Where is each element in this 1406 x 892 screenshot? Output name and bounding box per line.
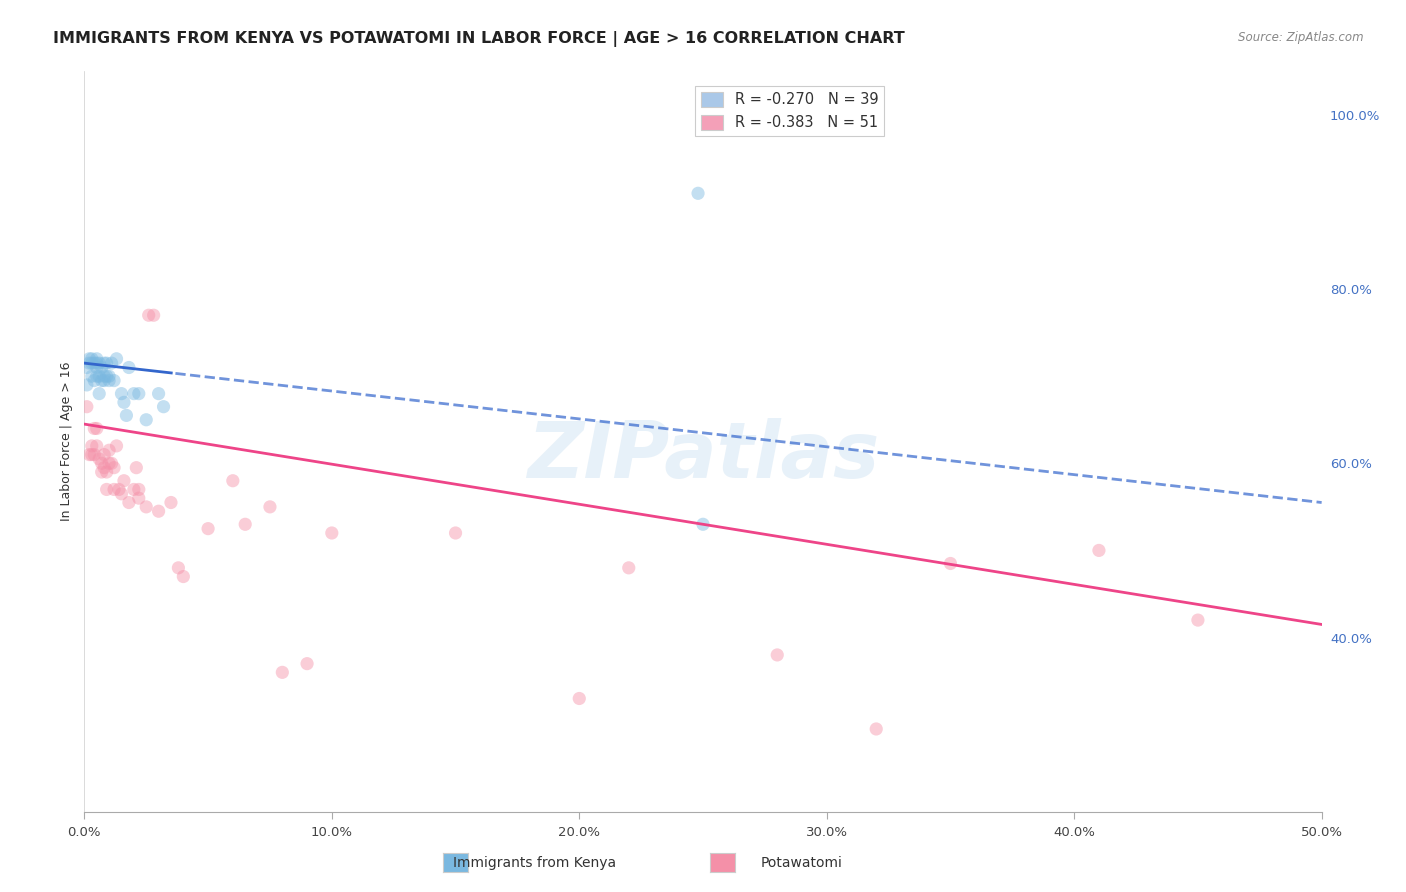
Point — [83, 421, 105, 435]
Point — [128, 386, 150, 401]
Point — [135, 413, 157, 427]
Point — [692, 517, 714, 532]
Point — [148, 386, 170, 401]
Point — [148, 504, 170, 518]
Point — [103, 374, 125, 388]
Point — [115, 409, 138, 423]
Point — [617, 561, 640, 575]
Point — [93, 448, 115, 462]
Point — [112, 474, 135, 488]
Point — [79, 448, 101, 462]
Point — [76, 360, 98, 375]
Point — [939, 557, 962, 571]
Point — [172, 569, 194, 583]
Point — [93, 356, 115, 370]
Point — [80, 439, 103, 453]
Point — [86, 421, 108, 435]
Point — [152, 400, 174, 414]
Point — [295, 657, 318, 671]
Text: Immigrants from Kenya: Immigrants from Kenya — [453, 856, 616, 871]
Point — [128, 483, 150, 497]
Point — [90, 360, 112, 375]
Point — [83, 448, 105, 462]
Point — [110, 386, 132, 401]
Point — [110, 487, 132, 501]
Point — [103, 483, 125, 497]
Point — [118, 495, 141, 509]
Point — [160, 495, 183, 509]
Point — [76, 400, 98, 414]
Point — [80, 448, 103, 462]
Point — [197, 522, 219, 536]
Point — [125, 460, 148, 475]
Point — [100, 356, 122, 370]
Point — [93, 374, 115, 388]
Point — [86, 356, 108, 370]
Point — [128, 491, 150, 505]
Point — [1088, 543, 1111, 558]
Point — [83, 356, 105, 370]
Text: Potawatomi: Potawatomi — [761, 856, 842, 871]
Point — [96, 356, 118, 370]
Legend: R = -0.270   N = 39, R = -0.383   N = 51: R = -0.270 N = 39, R = -0.383 N = 51 — [695, 86, 884, 136]
Text: ZIPatlas: ZIPatlas — [527, 418, 879, 494]
Point — [222, 474, 245, 488]
Point — [167, 561, 190, 575]
Text: Source: ZipAtlas.com: Source: ZipAtlas.com — [1239, 31, 1364, 45]
Point — [271, 665, 294, 680]
Point — [1187, 613, 1209, 627]
Point — [80, 369, 103, 384]
Point — [138, 308, 160, 322]
Point — [86, 439, 108, 453]
Point — [89, 356, 111, 370]
Point — [233, 517, 256, 532]
Point — [103, 460, 125, 475]
Point — [100, 456, 122, 470]
Point — [865, 722, 887, 736]
Point — [118, 360, 141, 375]
Point — [83, 374, 105, 388]
Point — [80, 351, 103, 366]
Point — [79, 351, 101, 366]
Point — [686, 186, 709, 201]
Point — [135, 500, 157, 514]
Point — [98, 443, 121, 458]
Point — [108, 483, 131, 497]
Text: IMMIGRANTS FROM KENYA VS POTAWATOMI IN LABOR FORCE | AGE > 16 CORRELATION CHART: IMMIGRANTS FROM KENYA VS POTAWATOMI IN L… — [53, 31, 905, 47]
Point — [89, 386, 111, 401]
Point — [76, 378, 98, 392]
Y-axis label: In Labor Force | Age > 16: In Labor Force | Age > 16 — [60, 362, 73, 521]
Point — [90, 465, 112, 479]
Point — [321, 526, 343, 541]
Point — [444, 526, 467, 541]
Point — [122, 386, 145, 401]
Point — [90, 374, 112, 388]
Point — [259, 500, 281, 514]
Point — [80, 356, 103, 370]
Point — [93, 460, 115, 475]
Point — [86, 369, 108, 384]
Point — [105, 439, 128, 453]
Point — [89, 369, 111, 384]
Point — [89, 452, 111, 467]
Point — [96, 483, 118, 497]
Point — [96, 369, 118, 384]
Point — [122, 483, 145, 497]
Point — [112, 395, 135, 409]
Point — [93, 369, 115, 384]
Point — [79, 356, 101, 370]
Point — [96, 465, 118, 479]
Point — [90, 456, 112, 470]
Point — [98, 374, 121, 388]
Point — [98, 369, 121, 384]
Point — [86, 360, 108, 375]
Point — [142, 308, 165, 322]
Point — [98, 456, 121, 470]
Point — [105, 351, 128, 366]
Point — [568, 691, 591, 706]
Point — [766, 648, 789, 662]
Point — [86, 351, 108, 366]
